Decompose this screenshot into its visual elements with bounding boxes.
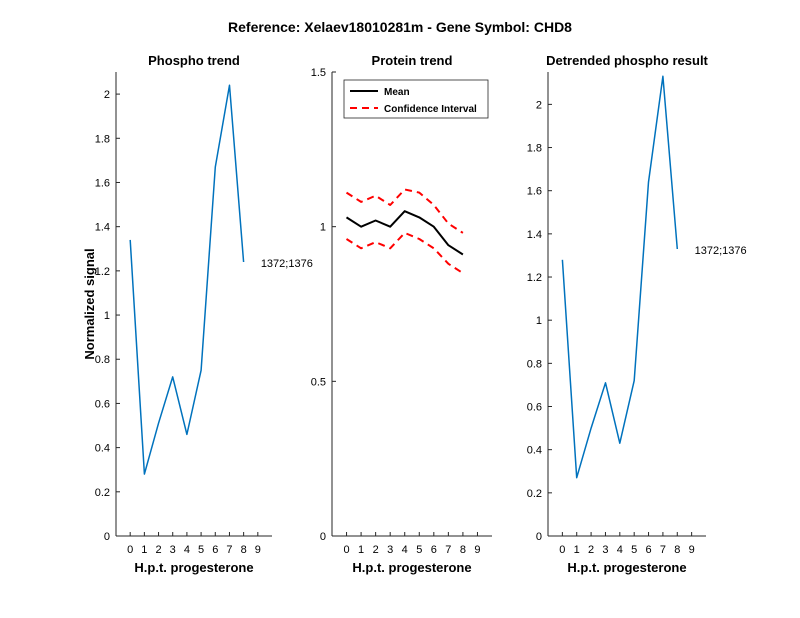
mean-line — [345, 210, 464, 256]
y-tick-label: 0.6 — [95, 398, 110, 410]
y-tick-label: 0 — [320, 531, 326, 543]
x-tick-label: 8 — [674, 544, 680, 556]
series-line — [561, 75, 679, 479]
axes-title: Phospho trend — [148, 53, 240, 68]
x-tick-label: 0 — [343, 544, 349, 556]
x-tick-label: 7 — [660, 544, 666, 556]
y-tick-label: 0.4 — [527, 445, 542, 457]
x-tick-label: 5 — [631, 544, 637, 556]
x-tick-label: 2 — [588, 544, 594, 556]
y-tick-label: 1.5 — [311, 67, 326, 79]
y-tick-label: 0.6 — [527, 402, 542, 414]
x-tick-label: 8 — [460, 544, 466, 556]
y-tick-label: 0.2 — [95, 487, 110, 499]
x-tick-label: 7 — [226, 544, 232, 556]
y-tick-label: 1.4 — [527, 229, 542, 241]
y-tick-label: 1 — [536, 315, 542, 327]
x-tick-label: 9 — [474, 544, 480, 556]
series-line — [129, 84, 245, 475]
x-tick-label: 0 — [559, 544, 565, 556]
x-tick-label: 4 — [184, 544, 190, 556]
x-tick-label: 4 — [402, 544, 408, 556]
y-tick-label: 0.4 — [95, 443, 110, 455]
y-tick-label: 1.8 — [527, 143, 542, 155]
series-annotation: 1372;1376 — [695, 245, 747, 257]
x-tick-label: 8 — [241, 544, 247, 556]
y-tick-label: 0.2 — [527, 488, 542, 500]
y-tick-label: 0.8 — [527, 358, 542, 370]
axes-title: Detrended phospho result — [546, 53, 708, 68]
x-tick-label: 9 — [255, 544, 261, 556]
y-tick-label: 0.8 — [95, 354, 110, 366]
y-axis-label: Normalized signal — [82, 248, 97, 359]
x-tick-label: 1 — [141, 544, 147, 556]
x-tick-label: 3 — [602, 544, 608, 556]
y-tick-label: 1.6 — [95, 177, 110, 189]
y-tick-label: 2 — [104, 89, 110, 101]
y-tick-label: 2 — [536, 99, 542, 111]
series-annotation: 1372;1376 — [261, 258, 313, 270]
legend-label: Confidence Interval — [384, 104, 477, 115]
confidence-interval-line — [345, 188, 464, 234]
x-tick-label: 6 — [645, 544, 651, 556]
y-tick-label: 0 — [104, 531, 110, 543]
y-tick-label: 1.8 — [95, 133, 110, 145]
y-tick-label: 1.2 — [527, 272, 542, 284]
y-tick-label: 1.6 — [527, 186, 542, 198]
axes-3: 00.20.40.60.811.21.41.61.820 1 2 3 4 5 6 7 8 9Det… — [527, 53, 747, 575]
x-tick-label: 5 — [416, 544, 422, 556]
x-tick-label: 6 — [212, 544, 218, 556]
axes-1: 00.20.40.60.811.21.41.61.820 1 2 3 4 5 6 7 8 9Pho… — [82, 53, 313, 575]
x-tick-label: 6 — [431, 544, 437, 556]
y-tick-label: 0 — [536, 531, 542, 543]
x-tick-label: 5 — [198, 544, 204, 556]
confidence-interval-line — [345, 231, 464, 274]
legend-box — [343, 79, 489, 119]
x-tick-label: 3 — [170, 544, 176, 556]
y-tick-label: 0.5 — [311, 376, 326, 388]
x-axis-label: H.p.t. progesterone — [134, 560, 253, 575]
axes-title: Protein trend — [372, 53, 453, 68]
x-axis-label: H.p.t. progesterone — [567, 560, 686, 575]
x-tick-label: 7 — [445, 544, 451, 556]
x-tick-label: 9 — [689, 544, 695, 556]
legend-label: Mean — [384, 87, 410, 98]
x-tick-label: 4 — [617, 544, 623, 556]
x-tick-label: 2 — [155, 544, 161, 556]
x-tick-label: 1 — [358, 544, 364, 556]
y-tick-label: 1 — [320, 222, 326, 234]
x-tick-label: 1 — [574, 544, 580, 556]
legend: Mean Confidence Interval — [343, 79, 489, 119]
x-tick-label: 3 — [387, 544, 393, 556]
x-axis-label: H.p.t. progesterone — [352, 560, 471, 575]
x-tick-label: 0 — [127, 544, 133, 556]
x-tick-label: 2 — [373, 544, 379, 556]
y-tick-label: 1 — [104, 310, 110, 322]
y-tick-label: 1.2 — [95, 266, 110, 278]
figure-title: Reference: Xelaev18010281m - Gene Symbol… — [228, 19, 572, 35]
y-tick-label: 1.4 — [95, 222, 110, 234]
